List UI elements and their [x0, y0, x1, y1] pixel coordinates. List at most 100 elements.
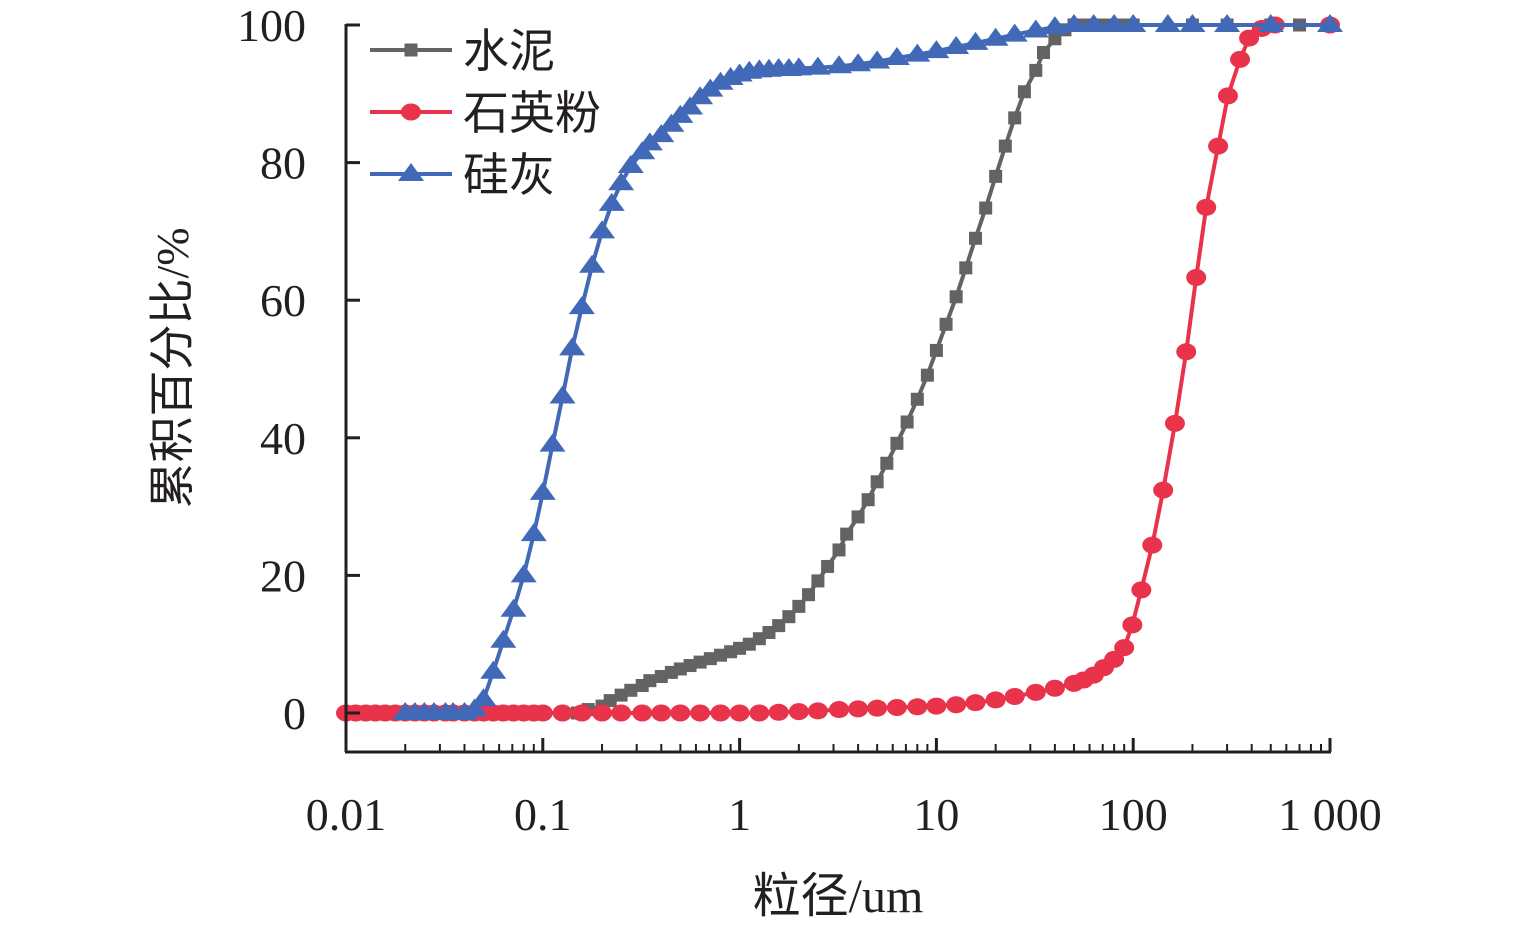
data-point — [840, 527, 854, 541]
data-point — [707, 71, 734, 90]
data-point — [929, 343, 943, 357]
data-point — [1176, 343, 1197, 361]
data-point — [589, 220, 616, 239]
data-point — [880, 456, 894, 470]
data-point — [1017, 85, 1031, 99]
data-point — [1022, 19, 1049, 38]
data-point — [1214, 14, 1241, 32]
data-point — [886, 698, 907, 716]
data-point — [1186, 268, 1207, 286]
legend-item: 水泥 — [370, 26, 555, 77]
ticks: 0 20 40 60 80 100 0.01 0.1 1 10 100 1 000 — [237, 0, 1382, 840]
data-point — [920, 368, 934, 382]
data-point — [1164, 414, 1185, 432]
data-point — [792, 599, 806, 613]
y-tick-label: 60 — [260, 275, 306, 326]
data-point — [714, 648, 728, 662]
data-point — [1142, 536, 1163, 554]
data-point — [598, 192, 625, 211]
data-point — [788, 703, 809, 721]
data-point — [904, 43, 931, 62]
data-point — [1001, 23, 1028, 42]
data-point — [611, 704, 632, 722]
data-point — [690, 704, 711, 722]
data-point — [749, 704, 770, 722]
data-point — [579, 254, 606, 273]
data-point — [907, 698, 928, 716]
series-layer — [336, 14, 1343, 722]
data-point — [943, 36, 970, 55]
data-point — [1029, 63, 1043, 77]
data-point — [1048, 32, 1062, 46]
series-2 — [392, 14, 1343, 720]
x-tick-label: 10 — [913, 789, 959, 840]
data-point — [1036, 46, 1050, 60]
data-point — [890, 436, 904, 450]
data-point — [782, 610, 796, 624]
data-point — [470, 688, 497, 707]
y-tick-label: 0 — [283, 688, 306, 739]
data-point — [804, 56, 831, 75]
data-point — [1060, 14, 1087, 32]
data-point — [829, 701, 850, 719]
data-point — [1101, 14, 1128, 32]
data-point — [529, 481, 556, 500]
data-point — [979, 201, 993, 215]
data-point — [768, 703, 789, 721]
legend-marker-icon — [398, 163, 424, 181]
data-point — [520, 523, 547, 542]
data-point — [883, 47, 910, 66]
data-point — [617, 155, 644, 174]
data-point — [1080, 14, 1107, 32]
data-point — [1004, 687, 1025, 705]
data-point — [603, 694, 617, 708]
legend-marker-icon — [401, 103, 421, 121]
data-point — [1317, 14, 1343, 32]
data-point — [1114, 639, 1135, 657]
y-axis-label: 累积百分比/% — [147, 227, 198, 508]
data-point — [832, 543, 846, 557]
data-point — [959, 261, 973, 275]
data-point — [926, 697, 947, 715]
data-point — [826, 55, 853, 74]
data-point — [703, 652, 717, 666]
data-point — [500, 598, 527, 617]
legend-label: 水泥 — [463, 26, 555, 77]
data-point — [1120, 14, 1147, 32]
legend-label: 石英粉 — [463, 88, 601, 139]
data-point — [807, 702, 828, 720]
data-point — [1131, 581, 1152, 599]
data-point — [1217, 87, 1238, 105]
data-point — [608, 172, 635, 191]
data-point — [1104, 650, 1125, 668]
data-point — [710, 704, 731, 722]
data-point — [624, 683, 638, 697]
data-point — [821, 559, 835, 573]
data-point — [559, 337, 586, 356]
data-point — [1230, 50, 1251, 68]
data-point — [998, 139, 1012, 153]
data-point — [864, 50, 891, 69]
data-point — [1025, 683, 1046, 701]
x-tick-label: 0.01 — [306, 789, 387, 840]
data-point — [632, 704, 653, 722]
data-point — [1044, 679, 1065, 697]
data-point — [742, 637, 756, 651]
data-point — [861, 493, 875, 507]
data-point — [845, 53, 872, 72]
data-point — [1153, 481, 1174, 499]
data-point — [571, 704, 592, 722]
data-point — [949, 290, 963, 304]
data-point — [802, 588, 816, 602]
data-point — [1122, 616, 1143, 634]
data-point — [461, 698, 488, 717]
data-point — [1008, 111, 1022, 125]
data-point — [946, 696, 967, 714]
data-point — [729, 704, 750, 722]
data-point — [1208, 137, 1229, 155]
data-point — [968, 231, 982, 245]
data-point — [643, 674, 657, 688]
data-point — [1154, 14, 1181, 32]
